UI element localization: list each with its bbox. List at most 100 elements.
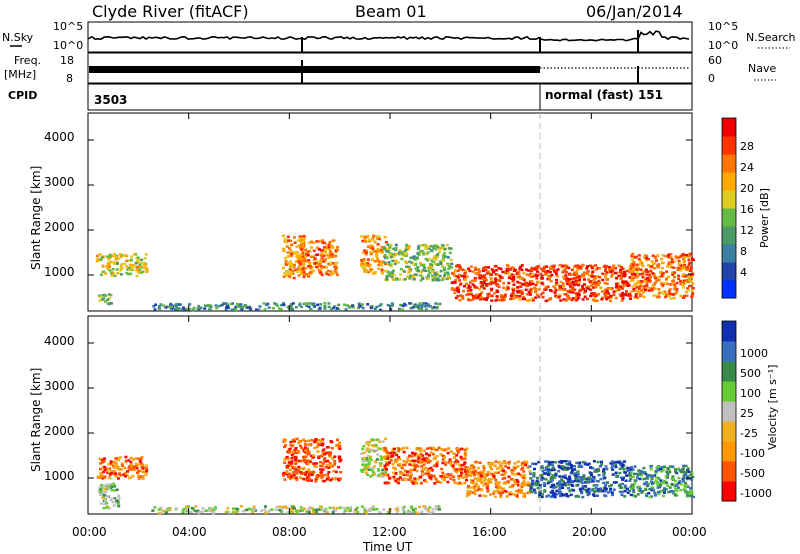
- range-gate-cell: [658, 271, 662, 274]
- range-gate-cell: [383, 455, 387, 458]
- range-gate-cell: [621, 463, 625, 466]
- range-gate-cell: [622, 468, 626, 471]
- range-gate-cell: [423, 457, 427, 460]
- range-gate-cell: [457, 474, 461, 478]
- range-gate-cell: [665, 270, 669, 273]
- range-gate-cell: [367, 270, 371, 274]
- range-gate-cell: [437, 302, 441, 306]
- range-gate-cell: [383, 254, 387, 257]
- range-gate-cell: [421, 454, 425, 457]
- range-gate-cell: [103, 468, 107, 472]
- range-gate-cell: [377, 267, 381, 270]
- range-gate-cell: [478, 293, 482, 296]
- range-gate-cell: [685, 477, 689, 481]
- range-gate-cell: [667, 290, 671, 293]
- range-gate-cell: [390, 275, 394, 279]
- range-gate-cell: [438, 250, 441, 254]
- range-gate-cell: [390, 272, 394, 276]
- range-gate-cell: [245, 508, 249, 512]
- range-gate-cell: [357, 302, 361, 305]
- range-gate-cell: [632, 264, 636, 268]
- range-gate-cell: [473, 492, 477, 496]
- range-gate-cell: [463, 276, 467, 279]
- range-gate-cell: [420, 275, 424, 278]
- range-gate-cell: [461, 476, 465, 479]
- range-gate-cell: [602, 481, 606, 485]
- range-gate-cell: [491, 463, 495, 466]
- range-gate-cell: [336, 245, 340, 249]
- range-gate-cell: [373, 449, 376, 453]
- range-gate-cell: [429, 244, 433, 248]
- range-gate-cell: [463, 274, 466, 278]
- range-gate-cell: [363, 509, 367, 512]
- range-gate-cell: [310, 438, 314, 442]
- range-gate-cell: [632, 490, 636, 494]
- range-gate-cell: [369, 251, 373, 254]
- range-gate-cell: [469, 474, 473, 478]
- range-gate-cell: [460, 471, 463, 474]
- range-gate-cell: [466, 474, 470, 477]
- range-gate-cell: [615, 285, 619, 288]
- range-gate-cell: [504, 490, 508, 493]
- range-gate-cell: [668, 486, 672, 489]
- range-gate-cell: [463, 481, 467, 485]
- range-gate-cell: [396, 261, 400, 264]
- range-gate-cell: [470, 298, 474, 302]
- range-gate-cell: [366, 509, 370, 512]
- range-gate-cell: [432, 260, 436, 264]
- range-gate-cell: [525, 460, 529, 464]
- range-gate-cell: [360, 505, 364, 508]
- range-gate-cell: [612, 290, 616, 293]
- range-gate-cell: [651, 262, 655, 266]
- range-gate-cell: [432, 474, 436, 478]
- range-gate-cell: [420, 305, 424, 308]
- range-gate-cell: [466, 492, 470, 495]
- range-gate-cell: [338, 441, 342, 445]
- range-gate-cell: [444, 255, 448, 258]
- range-gate-cell: [107, 260, 111, 263]
- range-gate-cell: [506, 480, 510, 483]
- range-gate-cell: [432, 246, 436, 250]
- range-gate-cell: [413, 454, 417, 458]
- range-gate-cell: [103, 475, 107, 478]
- range-gate-cell: [664, 294, 668, 297]
- range-gate-cell: [102, 490, 106, 494]
- range-gate-cell: [297, 465, 301, 469]
- range-gate-cell: [502, 286, 506, 289]
- range-gate-cell: [330, 447, 334, 450]
- range-gate-cell: [430, 259, 434, 262]
- range-gate-cell: [286, 261, 290, 265]
- range-gate-cell: [252, 508, 256, 511]
- range-gate-cell: [618, 270, 622, 274]
- range-gate-cell: [535, 293, 539, 296]
- range-gate-cell: [367, 443, 371, 447]
- range-gate-cell: [686, 485, 690, 488]
- range-gate-cell: [218, 304, 221, 308]
- range-gate-cell: [657, 492, 661, 496]
- range-gate-cell: [559, 466, 563, 470]
- range-gate-cell: [489, 465, 492, 468]
- range-gate-cell: [153, 308, 157, 311]
- power-cbar-tick-8: 8: [740, 245, 747, 258]
- range-gate-cell: [674, 484, 678, 487]
- range-gate-cell: [522, 470, 526, 473]
- range-gate-cell: [581, 495, 585, 499]
- range-gate-cell: [288, 464, 292, 467]
- colorbar-swatch: [722, 190, 736, 209]
- range-gate-cell: [315, 240, 319, 243]
- range-gate-cell: [474, 460, 478, 464]
- range-gate-cell: [518, 281, 522, 285]
- range-gate-cell: [282, 249, 286, 253]
- range-gate-cell: [490, 281, 494, 284]
- range-gate-cell: [557, 483, 561, 487]
- range-gate-cell: [310, 454, 313, 457]
- range-gate-cell: [423, 305, 427, 308]
- range-gate-cell: [364, 240, 368, 243]
- range-gate-cell: [363, 511, 367, 514]
- range-gate-cell: [573, 288, 577, 291]
- range-gate-cell: [308, 473, 311, 476]
- range-gate-cell: [439, 475, 443, 478]
- range-gate-cell: [230, 308, 234, 311]
- range-gate-cell: [555, 278, 559, 282]
- range-gate-cell: [517, 472, 521, 475]
